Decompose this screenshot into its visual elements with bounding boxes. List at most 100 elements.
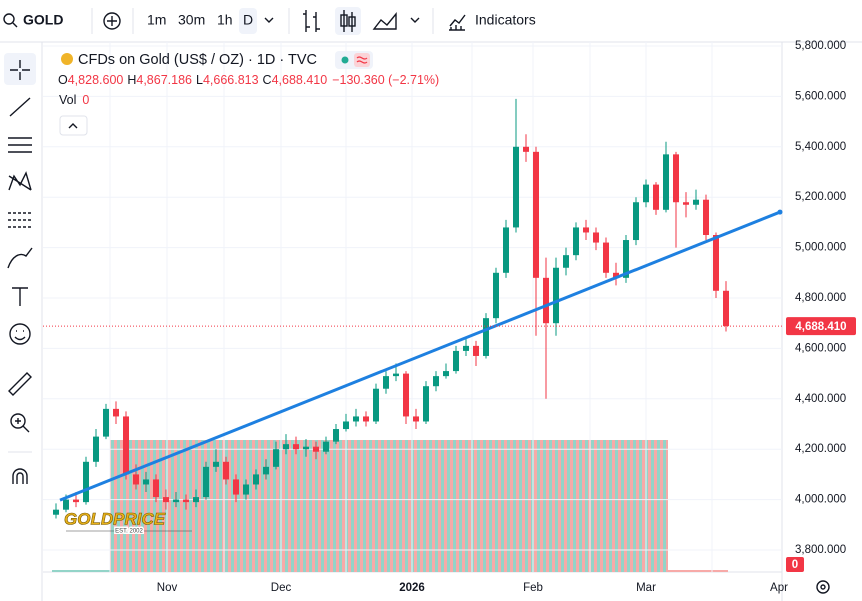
candle-body bbox=[373, 388, 379, 422]
collapse-legend-button[interactable] bbox=[59, 115, 88, 136]
candle-body bbox=[283, 444, 289, 450]
pattern-tool[interactable] bbox=[8, 171, 32, 191]
y-tick-label: 4,200.000 bbox=[795, 443, 846, 455]
y-tick-label: 4,000.000 bbox=[795, 494, 846, 506]
candle-body bbox=[103, 408, 109, 437]
brush-tool[interactable] bbox=[7, 247, 33, 269]
candle-body bbox=[603, 242, 609, 273]
candle-body bbox=[143, 479, 149, 485]
emoji-tool[interactable] bbox=[9, 323, 31, 345]
candle-body bbox=[73, 499, 79, 503]
indicators-icon[interactable] bbox=[449, 14, 466, 31]
y-tick-label: 5,400.000 bbox=[795, 141, 846, 153]
watermark-brand: GOLDPRICE bbox=[64, 509, 166, 528]
candle-body bbox=[293, 444, 299, 450]
indicators-button[interactable]: Indicators bbox=[475, 12, 536, 28]
candle-body bbox=[343, 421, 349, 430]
compare-button[interactable] bbox=[103, 12, 121, 30]
zoom-tool[interactable] bbox=[10, 413, 26, 429]
ruler-tool[interactable] bbox=[8, 372, 32, 396]
settings-button[interactable] bbox=[816, 580, 830, 594]
forecast-tool[interactable] bbox=[8, 212, 32, 228]
candle-body bbox=[363, 416, 369, 422]
candle-body bbox=[623, 240, 629, 278]
volume-legend: Vol 0 bbox=[59, 93, 89, 107]
volume-key: Vol bbox=[59, 93, 76, 107]
candle-body bbox=[553, 267, 559, 324]
candle-body bbox=[53, 509, 59, 515]
interval-30m[interactable]: 30m bbox=[178, 12, 205, 28]
chart-type-dropdown[interactable] bbox=[410, 17, 420, 23]
text-tool[interactable] bbox=[12, 287, 28, 306]
ohlc-value: 4,666.813 bbox=[203, 73, 259, 87]
candle-body bbox=[703, 199, 709, 235]
x-tick-label: 2026 bbox=[399, 582, 425, 594]
candle-body bbox=[243, 484, 249, 495]
candle-body bbox=[493, 272, 499, 319]
y-tick-label: 4,400.000 bbox=[795, 393, 846, 405]
legend-title: CFDs on Gold (US$ / OZ) · 1D · TVC bbox=[78, 52, 317, 68]
interval-active-bg bbox=[239, 8, 257, 34]
emoji-face bbox=[14, 330, 26, 341]
candle-body bbox=[463, 345, 469, 351]
ohlc-key: H bbox=[127, 73, 136, 87]
candle-body bbox=[163, 497, 169, 503]
candles-icon[interactable] bbox=[340, 14, 348, 27]
collapse-arrow bbox=[68, 123, 78, 129]
y-tick-label: 3,800.000 bbox=[795, 544, 846, 556]
ohlc-value: 4,867.186 bbox=[136, 73, 192, 87]
bars-icon[interactable] bbox=[303, 10, 320, 32]
last-price-badge bbox=[786, 317, 856, 336]
volume-badge bbox=[786, 557, 804, 572]
interval-1h[interactable]: 1h bbox=[217, 12, 233, 28]
candle-body bbox=[233, 479, 239, 495]
fib-tool[interactable] bbox=[8, 137, 32, 153]
settings-center bbox=[820, 584, 826, 590]
crosshair-active-bg bbox=[4, 53, 36, 85]
y-tick-label: 5,000.000 bbox=[795, 242, 846, 254]
symbol[interactable]: GOLD bbox=[23, 12, 63, 28]
candle-body bbox=[93, 436, 99, 462]
candle-body bbox=[713, 234, 719, 291]
magnet-tool[interactable] bbox=[12, 468, 28, 484]
candle-body bbox=[393, 373, 399, 377]
candle-body bbox=[253, 474, 259, 485]
area-icon[interactable] bbox=[372, 12, 397, 30]
candle-body bbox=[543, 277, 549, 324]
candle-body bbox=[433, 376, 439, 387]
y-tick-label: 4,600.000 bbox=[795, 342, 846, 354]
candle-body bbox=[693, 199, 699, 205]
candle-body bbox=[413, 416, 419, 422]
trendline-tool[interactable] bbox=[9, 97, 31, 117]
candle-body bbox=[353, 416, 359, 422]
y-tick-label: 5,200.000 bbox=[795, 191, 846, 203]
interval-1m[interactable]: 1m bbox=[147, 12, 166, 28]
volume-bars bbox=[52, 570, 110, 572]
candle-body bbox=[213, 461, 219, 467]
trend-line bbox=[59, 210, 781, 502]
delayed-badge bbox=[354, 53, 370, 67]
candle-body bbox=[663, 154, 669, 210]
candle-body bbox=[573, 227, 579, 256]
candle-body bbox=[533, 151, 539, 278]
ohlc-key: L bbox=[196, 73, 203, 87]
x-tick-label: Nov bbox=[157, 582, 178, 594]
candle-body bbox=[383, 376, 389, 389]
candle-body bbox=[133, 474, 139, 485]
market-open-dot bbox=[341, 56, 349, 64]
crosshair-tool[interactable] bbox=[10, 60, 30, 80]
candle-body bbox=[483, 318, 489, 356]
watermark-tagline: EST. 2002 bbox=[115, 529, 143, 535]
ohlc-value: 4,688.410 bbox=[272, 73, 328, 87]
candle-body bbox=[643, 184, 649, 203]
candle-body bbox=[583, 227, 589, 233]
interval-d[interactable]: D bbox=[243, 12, 253, 28]
y-tick-label: 5,800.000 bbox=[795, 40, 846, 52]
search-icon[interactable] bbox=[3, 13, 15, 25]
candle-body bbox=[453, 350, 459, 372]
candle-body bbox=[633, 202, 639, 241]
candle-body bbox=[113, 408, 119, 417]
interval-dropdown[interactable] bbox=[264, 17, 274, 23]
candle-body bbox=[313, 446, 319, 452]
